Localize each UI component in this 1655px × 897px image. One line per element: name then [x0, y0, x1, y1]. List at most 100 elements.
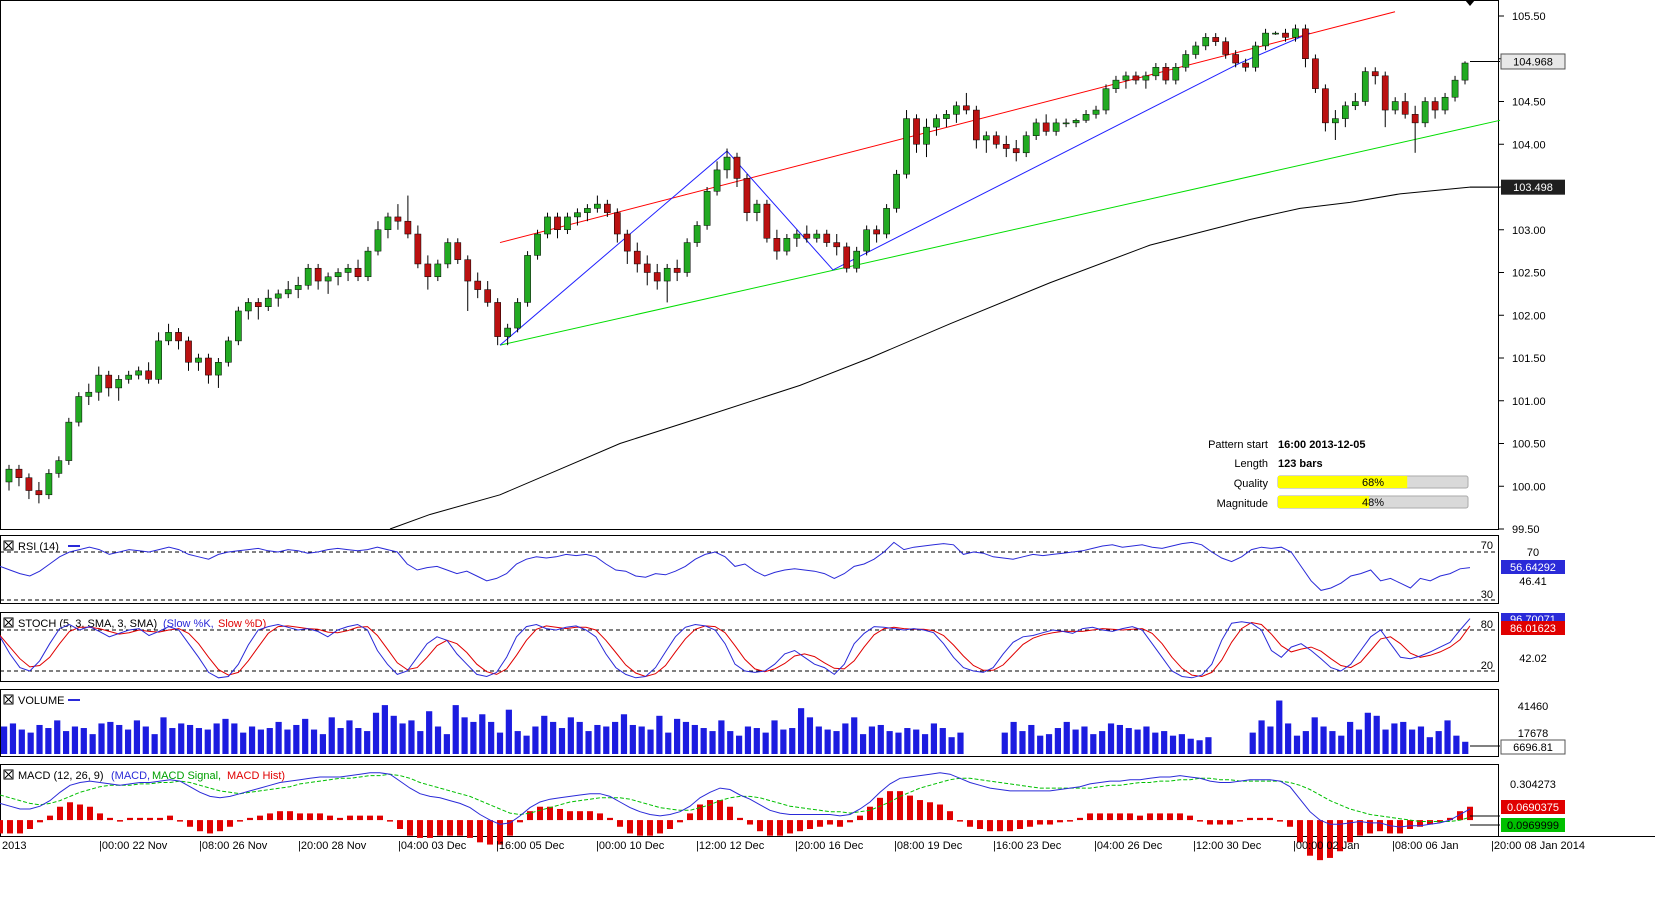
volume-bar [45, 728, 52, 754]
stoch-level-20: 20 [1481, 660, 1493, 672]
time-tick-label: |20:00 28 Nov [298, 840, 367, 852]
volume-bar [824, 729, 831, 754]
volume-bar [1205, 737, 1212, 754]
macd-hist-bar [7, 820, 13, 834]
candle [284, 281, 292, 299]
volume-bar [186, 724, 194, 754]
macd-hist-bar [1097, 813, 1103, 821]
candle [1282, 28, 1289, 42]
candle [604, 199, 611, 217]
macd-hist-bar [937, 804, 943, 821]
macd-hist-bar [1407, 820, 1413, 829]
candle [823, 229, 831, 247]
candle [215, 358, 222, 388]
candle [294, 276, 302, 299]
macd-hist-bar [1057, 820, 1063, 823]
candle [1302, 24, 1309, 68]
macd-hist-bar [527, 811, 533, 821]
volume-bar [222, 718, 229, 754]
support-line [499, 119, 1501, 346]
volume-bar [541, 715, 548, 754]
volume-bar [337, 728, 344, 754]
macd-hist-bar [1387, 820, 1393, 834]
volume-bar [434, 726, 442, 754]
macd-hist-bar [807, 820, 813, 829]
volume-bar [133, 720, 141, 754]
candle [384, 212, 392, 239]
volume-bar [877, 724, 884, 754]
volume-bar [1001, 732, 1008, 754]
ma-price-label: 103.498 [1470, 179, 1565, 195]
volume-bar [665, 732, 672, 754]
candle [1381, 71, 1389, 128]
candle [1391, 97, 1399, 115]
candle [913, 114, 920, 153]
volume-bar [1134, 729, 1141, 754]
volume-bar [629, 724, 636, 754]
macd-hist-bar [1247, 817, 1253, 821]
volume-bar [1364, 712, 1371, 754]
volume-bar [1320, 726, 1327, 754]
candle [504, 323, 511, 346]
volume-bar [727, 731, 734, 754]
candle [1361, 67, 1369, 106]
macd-hist-bar [847, 820, 853, 823]
candle [713, 161, 721, 196]
macd-hist-bar [607, 817, 613, 821]
volume-bar [62, 731, 70, 754]
pattern-magnitude-value: 48% [1362, 497, 1384, 509]
macd-hist-bar [427, 820, 433, 838]
candle [105, 370, 113, 397]
volume-axis-high: 41460 [1518, 701, 1549, 713]
macd-hist-bar [517, 820, 523, 823]
volume-bar [204, 729, 211, 754]
volume-bar [399, 723, 406, 754]
pattern-magnitude-label: Magnitude [1217, 498, 1268, 510]
volume-bar [231, 723, 238, 754]
macd-hist-bar [1177, 813, 1183, 821]
candle [1092, 105, 1100, 119]
macd-hist-bar [1037, 820, 1043, 825]
volume-bar [851, 717, 858, 754]
candle [264, 289, 272, 311]
volume-bar [921, 734, 929, 754]
macd-hist-bar [1227, 820, 1233, 825]
macd-hist-bar [1017, 820, 1023, 829]
rsi-axis-mid: 46.41 [1519, 576, 1547, 588]
macd-hist-bar [1047, 820, 1053, 825]
price-tick-label: 101.00 [1512, 396, 1546, 408]
candle [1122, 71, 1130, 89]
volume-bar [275, 721, 282, 754]
volume-bar [576, 721, 583, 754]
volume-bar [1063, 721, 1070, 754]
macd-hist-bar [597, 813, 603, 821]
macd-hist-bar [407, 820, 413, 836]
candle [494, 298, 501, 346]
macd-hist-bar [57, 806, 63, 821]
volume-bar [381, 705, 388, 754]
candle [1351, 92, 1359, 111]
macd-hist-bar [1237, 820, 1243, 822]
volume-bar [1329, 731, 1336, 754]
candle [1032, 118, 1040, 140]
candle [244, 298, 252, 320]
time-tick-label: |16:00 23 Dec [993, 840, 1062, 852]
candle [963, 92, 970, 115]
candle [633, 242, 641, 273]
candle [304, 263, 312, 290]
volume-bar [116, 724, 123, 754]
stoch-level-80: 80 [1481, 619, 1493, 631]
volume-bar [1010, 721, 1017, 754]
volume-bar [1081, 726, 1088, 754]
macd-hist-bar [1027, 820, 1033, 827]
macd-hist-bar [247, 817, 253, 821]
candle [893, 169, 900, 213]
candle [1012, 139, 1020, 162]
candle [75, 392, 83, 427]
macd-hist-bar [1217, 820, 1223, 825]
candle [544, 212, 551, 239]
candle [574, 208, 581, 226]
candle [274, 289, 282, 307]
pattern-length-label: Length [1234, 458, 1268, 470]
macd-hist-bar [207, 820, 213, 834]
